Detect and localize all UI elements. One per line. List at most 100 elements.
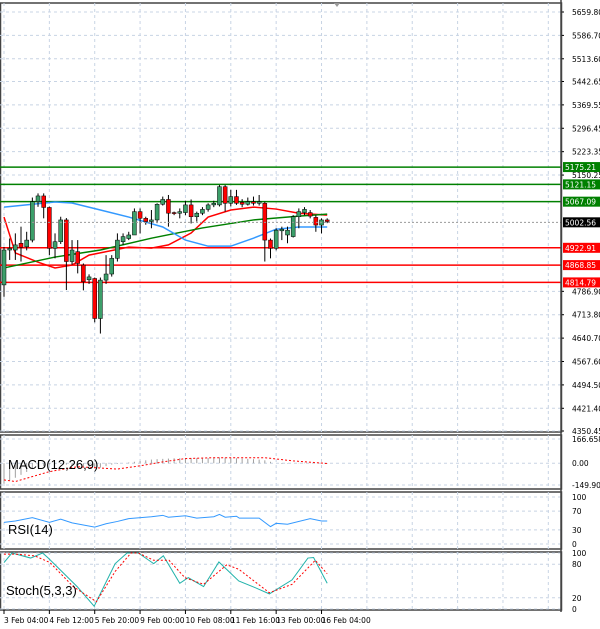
- bear-candle: [75, 251, 80, 264]
- bull-candle: [69, 249, 75, 262]
- rsi-pane: [0, 491, 563, 550]
- price-tick-label: 4350.45: [572, 427, 600, 436]
- bear-candle: [324, 219, 330, 222]
- bull-candle: [211, 203, 217, 206]
- bull-candle: [245, 201, 251, 205]
- bull-candle: [98, 279, 103, 319]
- level-label: 5121.15: [565, 180, 596, 189]
- level-label: 5175.21: [565, 163, 596, 172]
- bull-candle: [149, 219, 154, 222]
- bull-candle: [296, 211, 302, 217]
- bear-candle: [234, 196, 239, 204]
- time-tick-label: 5 Feb 20:00: [95, 616, 140, 625]
- bull-candle: [24, 239, 29, 248]
- level-label: 4922.91: [565, 244, 596, 253]
- time-tick-label: 16 Feb 04:00: [322, 616, 371, 625]
- stoch-tick-label: 80: [572, 560, 582, 569]
- time-tick-label: 11 Feb 16:00: [231, 616, 280, 625]
- bull-candle: [194, 212, 200, 217]
- bear-candle: [222, 186, 228, 204]
- price-tick-label: 5223.35: [572, 148, 600, 157]
- time-tick-label: 3 Feb 04:00: [4, 616, 49, 625]
- macd-signal-line: [3, 457, 328, 483]
- bear-candle: [64, 219, 69, 262]
- bear-candle: [47, 207, 52, 249]
- bear-candle: [41, 195, 46, 208]
- time-tick-label: 10 Feb 08:00: [185, 616, 234, 625]
- bull-candle: [103, 273, 109, 281]
- stoch-main-line: [3, 552, 328, 608]
- level-label-bg: [563, 260, 600, 271]
- bear-candle: [166, 199, 171, 214]
- bear-candle: [188, 204, 194, 217]
- bull-candle: [1, 249, 7, 286]
- bull-candle: [302, 209, 307, 213]
- bear-candle: [239, 202, 245, 205]
- bear-candle: [307, 212, 313, 217]
- bear-candle: [268, 239, 273, 249]
- bull-candle: [120, 236, 126, 242]
- price-tick-label: 5586.70: [572, 31, 600, 40]
- price-tick-label: 5513.60: [572, 55, 600, 64]
- bull-candle: [200, 209, 205, 214]
- bear-candle: [18, 243, 24, 248]
- bull-candle: [217, 186, 222, 206]
- level-label-bg: [563, 277, 600, 288]
- bull-candle: [13, 244, 18, 251]
- bull-candle: [154, 204, 160, 221]
- price-tick-label: 4713.80: [572, 311, 600, 320]
- bull-candle: [256, 201, 262, 204]
- bull-candle: [290, 216, 296, 237]
- time-tick-label: 4 Feb 12:00: [49, 616, 94, 625]
- chart-shift-marker: [334, 3, 340, 7]
- bear-candle: [92, 278, 97, 319]
- bear-candle: [313, 217, 319, 226]
- bear-candle: [171, 212, 177, 214]
- rsi-line: [3, 513, 328, 528]
- price-tick-label: 5369.55: [572, 101, 600, 110]
- bull-candle: [132, 211, 137, 236]
- stoch-tick-label: 20: [572, 594, 582, 603]
- price-tick-label: 5296.45: [572, 124, 600, 133]
- stoch-tick-label: 100: [572, 549, 587, 558]
- level-label-bg: [563, 196, 600, 207]
- bull-candle: [115, 239, 120, 259]
- price-tick-label: 4421.40: [572, 404, 600, 413]
- current-price-label-bg: [563, 217, 600, 228]
- bull-candle: [177, 211, 183, 214]
- bull-candle: [52, 241, 58, 249]
- bear-candle: [137, 211, 143, 219]
- price-tick-label: 5150.25: [572, 171, 600, 180]
- bull-candle: [205, 204, 211, 210]
- bull-candle: [30, 201, 35, 241]
- macd-tick-label: 0.00: [572, 459, 589, 468]
- level-label-bg: [563, 162, 600, 173]
- level-label: 5067.09: [565, 198, 596, 207]
- price-tick-label: 4640.70: [572, 334, 600, 343]
- stoch-tick-label: 0: [572, 605, 577, 614]
- bull-candle: [279, 228, 285, 232]
- macd-tick-label: 166.658: [572, 435, 600, 444]
- bull-candle: [183, 204, 188, 213]
- price-tick-label: 5442.65: [572, 77, 600, 86]
- macd-tick-label: -149.908: [572, 481, 600, 490]
- price-tick-label: 4494.50: [572, 381, 600, 390]
- bull-candle: [7, 248, 12, 251]
- bear-candle: [251, 201, 256, 204]
- bull-candle: [126, 234, 131, 239]
- stoch-label: Stoch(5,3,3): [6, 583, 77, 598]
- bull-candle: [35, 195, 41, 202]
- price-tick-label: 5659.80: [572, 8, 600, 17]
- rsi-tick-label: 100: [572, 493, 587, 502]
- bull-candle: [285, 229, 290, 236]
- macd-pane: [0, 434, 563, 490]
- bull-candle: [273, 229, 279, 249]
- price-tick-label: 4786.90: [572, 287, 600, 296]
- level-label-bg: [563, 242, 600, 253]
- main-plot: [0, 166, 561, 334]
- bull-candle: [160, 199, 166, 205]
- bear-candle: [262, 203, 268, 241]
- macd-label: MACD(12,26,9): [8, 457, 98, 472]
- time-tick-label: 9 Feb 00:00: [140, 616, 185, 625]
